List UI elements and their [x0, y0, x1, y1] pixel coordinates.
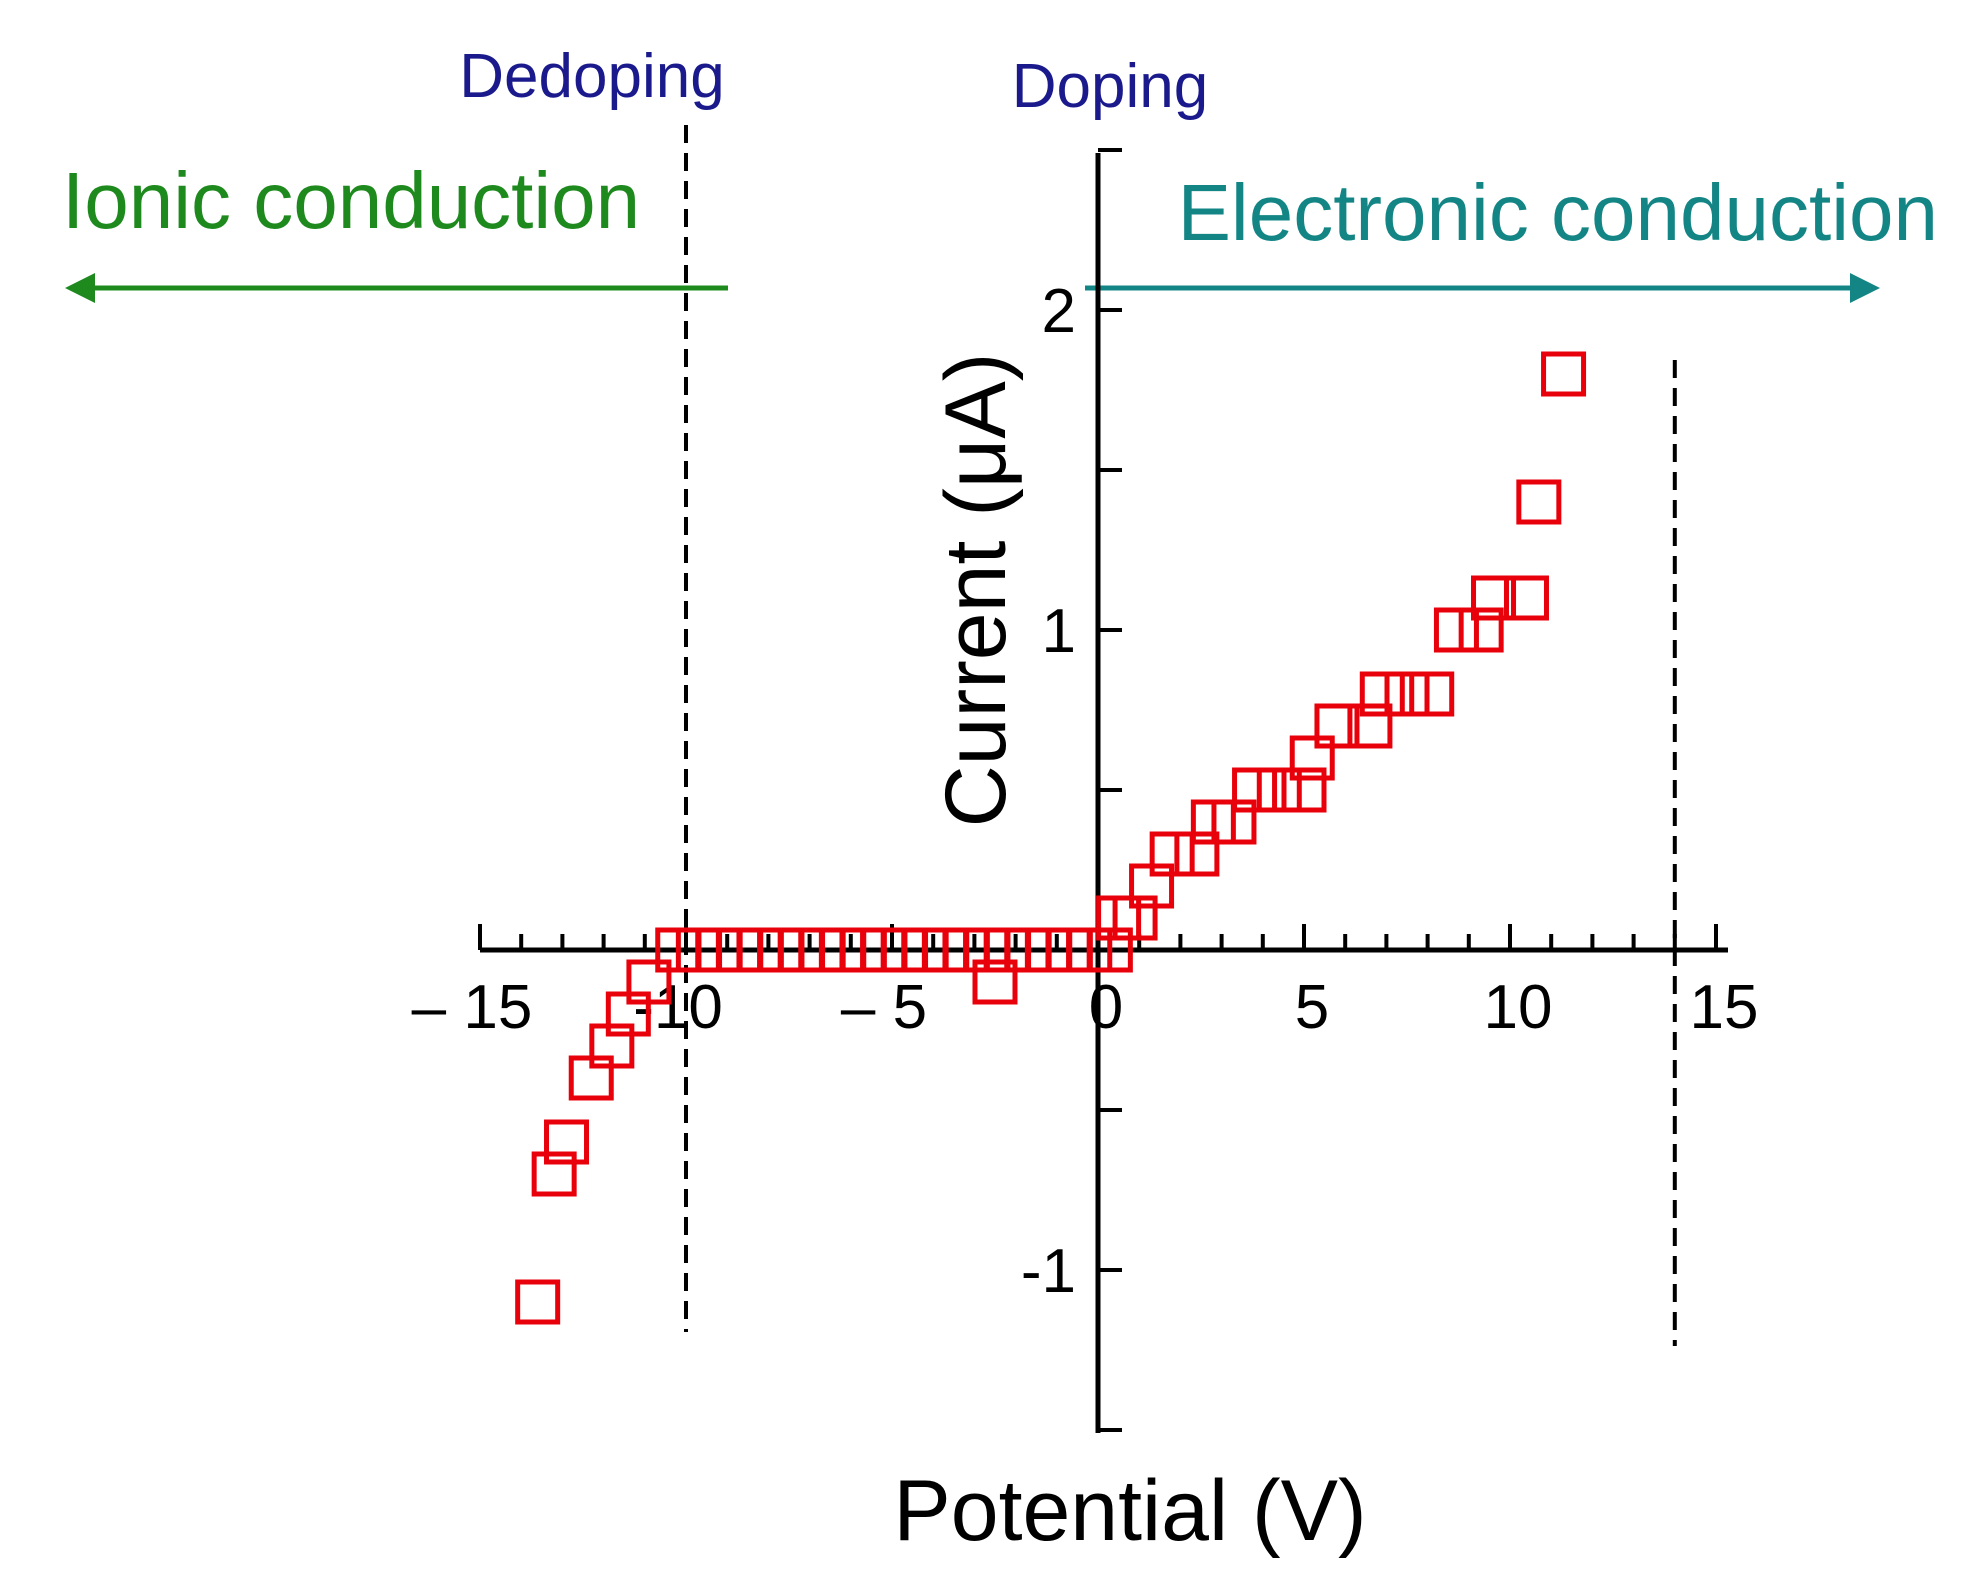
data-point	[1112, 895, 1158, 941]
data-point	[1433, 607, 1479, 653]
data-point	[1471, 575, 1517, 621]
x-tick-label: 15	[1690, 973, 1759, 1042]
data-series	[515, 351, 1587, 1325]
data-point	[544, 1119, 590, 1165]
x-tick-label: – 15	[412, 973, 533, 1042]
data-point	[1314, 703, 1360, 749]
ionic-conduction-label: Ionic conduction	[62, 156, 640, 245]
data-point	[1384, 671, 1430, 717]
data-point	[1289, 735, 1335, 781]
electronic-conduction-label: Electronic conduction	[1178, 168, 1938, 257]
data-point	[1409, 671, 1455, 717]
data-point	[515, 1279, 561, 1325]
y-axis-title: Current (μA)	[928, 353, 1024, 828]
x-tick-label: 0	[1089, 973, 1123, 1042]
data-point	[1347, 703, 1393, 749]
x-tick-label: 5	[1295, 973, 1329, 1042]
data-point	[1256, 767, 1302, 813]
y-tick-label: -1	[1021, 1237, 1076, 1306]
doping-label: Doping	[1012, 52, 1208, 121]
data-point	[1541, 351, 1587, 397]
data-point	[1281, 767, 1327, 813]
data-point	[589, 1023, 635, 1069]
x-tick-label: 10	[1484, 973, 1553, 1042]
data-point	[1458, 607, 1504, 653]
data-point	[1149, 831, 1195, 877]
data-point	[1359, 671, 1405, 717]
data-point	[972, 959, 1018, 1005]
data-point	[1232, 767, 1278, 813]
data-point	[1516, 479, 1562, 525]
y-tick-label: 2	[1042, 277, 1076, 346]
y-tick-label: 1	[1042, 597, 1076, 666]
x-axis-title: Potential (V)	[893, 1463, 1366, 1559]
x-tick-label: – 5	[841, 973, 927, 1042]
data-point	[1087, 927, 1133, 973]
data-point	[531, 1151, 577, 1197]
y-axis-ticks: -1 1 2	[1021, 148, 1122, 1432]
data-point	[626, 959, 672, 1005]
data-point	[1503, 575, 1549, 621]
x-axis-ticks: – 15 -10– 5 0 5 10 15	[412, 924, 1759, 1042]
dedoping-label: Dedoping	[459, 42, 724, 111]
data-point	[1174, 831, 1220, 877]
